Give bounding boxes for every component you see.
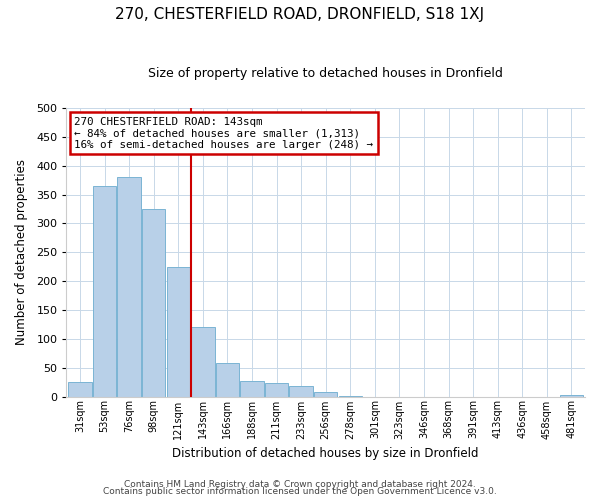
- Bar: [216, 363, 239, 396]
- Bar: [289, 386, 313, 396]
- Text: 270 CHESTERFIELD ROAD: 143sqm
← 84% of detached houses are smaller (1,313)
16% o: 270 CHESTERFIELD ROAD: 143sqm ← 84% of d…: [74, 116, 373, 150]
- Bar: [68, 382, 92, 396]
- Bar: [191, 328, 215, 396]
- Bar: [265, 382, 288, 396]
- Bar: [167, 266, 190, 396]
- Text: 270, CHESTERFIELD ROAD, DRONFIELD, S18 1XJ: 270, CHESTERFIELD ROAD, DRONFIELD, S18 1…: [115, 8, 485, 22]
- Bar: [241, 381, 263, 396]
- Bar: [118, 178, 141, 396]
- Bar: [314, 392, 337, 396]
- Text: Contains HM Land Registry data © Crown copyright and database right 2024.: Contains HM Land Registry data © Crown c…: [124, 480, 476, 489]
- Text: Contains public sector information licensed under the Open Government Licence v3: Contains public sector information licen…: [103, 487, 497, 496]
- Bar: [142, 209, 166, 396]
- X-axis label: Distribution of detached houses by size in Dronfield: Distribution of detached houses by size …: [172, 447, 479, 460]
- Bar: [93, 186, 116, 396]
- Title: Size of property relative to detached houses in Dronfield: Size of property relative to detached ho…: [148, 68, 503, 80]
- Y-axis label: Number of detached properties: Number of detached properties: [15, 160, 28, 346]
